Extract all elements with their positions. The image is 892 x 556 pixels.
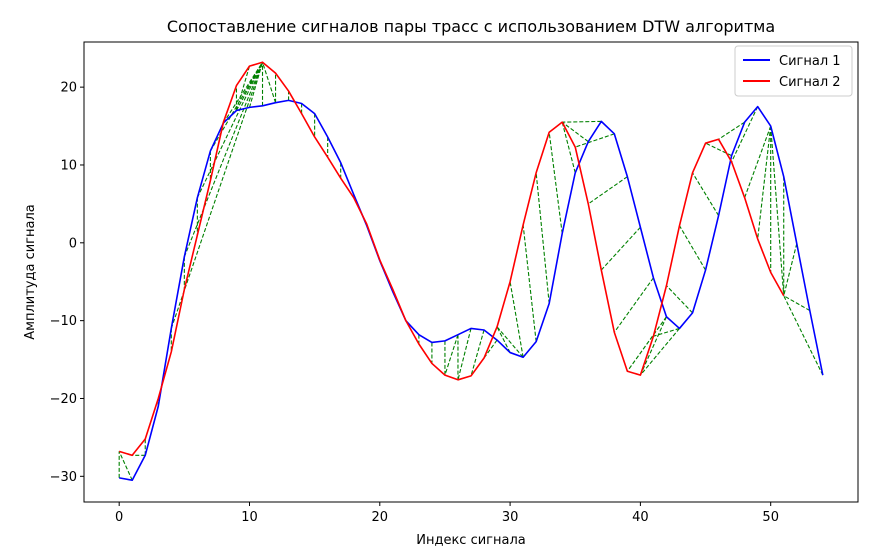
plot-frame <box>83 41 859 503</box>
y-tick-label: −10 <box>50 314 77 329</box>
alignment-line <box>561 121 589 143</box>
alignment-line <box>522 224 537 342</box>
x-tick-label: 30 <box>502 510 519 525</box>
alignment-line <box>562 120 602 123</box>
alignment-line <box>757 125 772 239</box>
legend-box <box>734 45 853 97</box>
alignment-line <box>561 122 576 173</box>
alignment-line <box>666 285 693 314</box>
alignment-line <box>783 295 824 376</box>
y-tick-label: 0 <box>69 236 77 251</box>
alignment-line <box>692 172 720 216</box>
y-tick-label: 10 <box>60 158 77 173</box>
alignment-line <box>509 281 524 358</box>
alignment-line <box>587 176 628 205</box>
x-tick-label: 20 <box>372 510 389 525</box>
alignment-line <box>444 334 459 376</box>
alignment-line <box>483 339 498 359</box>
alignment-line <box>613 277 654 333</box>
alignment-line <box>639 316 667 376</box>
alignment-line <box>679 225 707 271</box>
y-tick-label: −30 <box>50 470 77 485</box>
dtw-alignment-lines <box>118 61 824 481</box>
x-tick-label: 50 <box>762 510 779 525</box>
alignment-line <box>783 295 811 312</box>
series-lines <box>118 61 824 482</box>
x-tick-label: 40 <box>632 510 649 525</box>
alignment-line <box>496 326 524 358</box>
legend: Сигнал 1 Сигнал 2 <box>734 45 853 97</box>
alignment-line <box>470 329 485 377</box>
alignment-line <box>600 226 641 271</box>
alignment-line <box>183 62 264 258</box>
alignment-line <box>118 451 133 481</box>
series-line-2 <box>118 61 785 457</box>
alignment-line <box>496 326 511 353</box>
alignment-line <box>575 133 615 148</box>
alignment-line <box>770 126 785 296</box>
chart-title: Сопоставление сигналов пары трасс с испо… <box>167 17 775 36</box>
alignment-line <box>744 125 772 198</box>
series-line-1 <box>119 99 824 482</box>
plot-area <box>84 42 858 502</box>
alignment-line <box>783 243 798 296</box>
alignment-line <box>718 121 745 140</box>
alignment-line <box>626 316 667 372</box>
legend-label-series-1: Сигнал 1 <box>779 54 841 69</box>
y-tick-label: −20 <box>50 392 77 407</box>
alignment-line <box>209 61 263 152</box>
alignment-line <box>170 62 264 329</box>
alignment-line <box>639 328 680 376</box>
alignment-line <box>731 106 759 163</box>
alignment-line <box>261 62 277 103</box>
alignment-line <box>457 328 472 380</box>
alignment-line <box>196 61 264 198</box>
y-axis-label: Амплитуда сигнала <box>23 204 38 339</box>
alignment-line <box>535 172 550 304</box>
axis-ticks: 0 10 20 30 40 50 −30 −20 −10 0 10 20 <box>50 81 779 525</box>
alignment-line <box>548 132 563 234</box>
legend-label-series-2: Сигнал 2 <box>779 75 841 90</box>
alignment-line <box>248 62 264 108</box>
y-tick-label: 20 <box>60 81 77 96</box>
alignment-line <box>705 142 732 157</box>
x-axis-label: Индекс сигнала <box>416 533 526 548</box>
x-tick-label: 0 <box>115 510 123 525</box>
alignment-line <box>653 327 680 337</box>
x-tick-label: 10 <box>241 510 258 525</box>
